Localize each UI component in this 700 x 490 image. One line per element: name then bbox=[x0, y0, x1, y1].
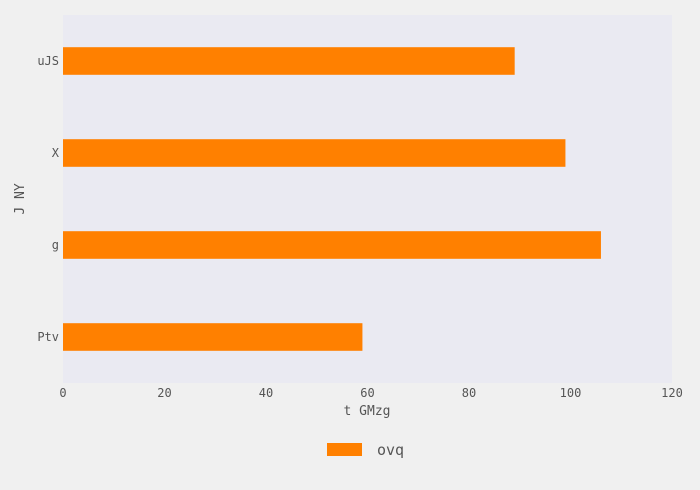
x-tick-label: 120 bbox=[661, 386, 683, 400]
y-tick-labels: uJS Xg Ptv bbox=[37, 54, 59, 344]
bar bbox=[63, 139, 565, 167]
x-tick-label: 60 bbox=[360, 386, 374, 400]
legend-label: ovq bbox=[377, 441, 404, 459]
y-tick-label: X bbox=[52, 146, 60, 160]
x-tick-label: 0 bbox=[59, 386, 66, 400]
legend: ovq bbox=[327, 441, 404, 459]
bar bbox=[63, 323, 362, 351]
x-tick-label: 80 bbox=[462, 386, 476, 400]
y-axis-title: J NY bbox=[13, 183, 28, 214]
y-tick-label: g bbox=[52, 238, 59, 252]
bar bbox=[63, 231, 601, 259]
x-tick-label: 40 bbox=[259, 386, 273, 400]
y-tick-label: uJS bbox=[37, 54, 59, 68]
legend-swatch bbox=[327, 443, 362, 456]
x-tick-label: 100 bbox=[560, 386, 582, 400]
bar bbox=[63, 47, 515, 75]
x-tick-labels: 0 20 40 60 80 100 120 bbox=[59, 386, 682, 400]
y-tick-label: Ptv bbox=[37, 330, 59, 344]
x-axis-title: t GMzg bbox=[344, 404, 391, 419]
x-tick-label: 20 bbox=[157, 386, 171, 400]
